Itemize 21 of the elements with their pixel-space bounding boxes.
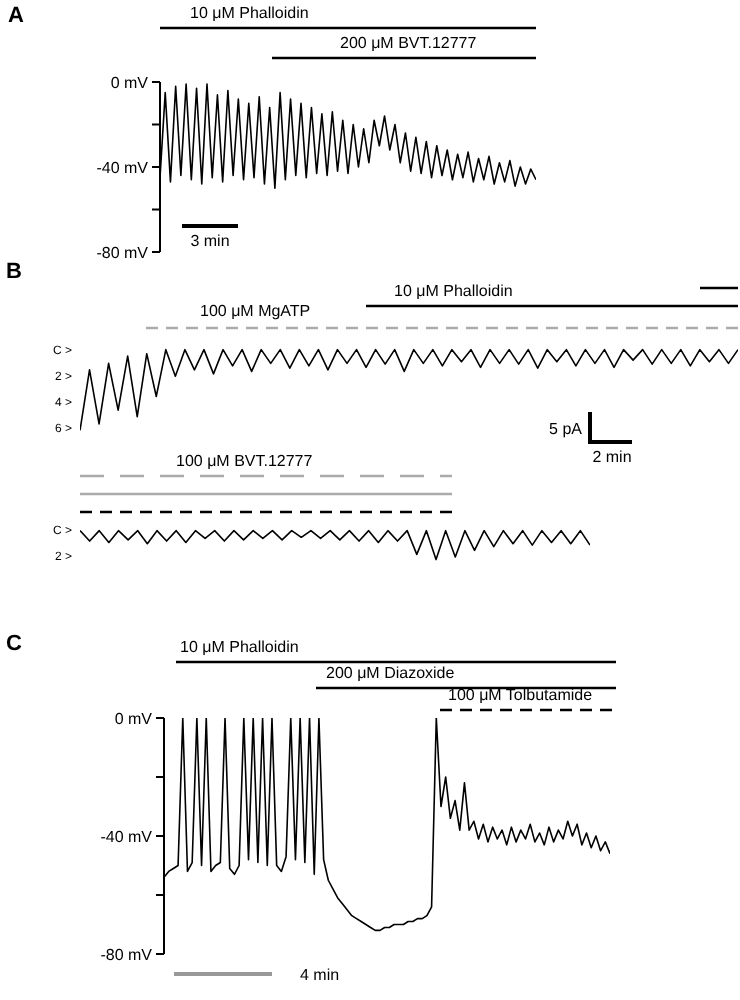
y-tick-label: -80 mV bbox=[100, 945, 154, 964]
annotation: 5 pA bbox=[549, 420, 584, 438]
y-tick-label: 0 mV bbox=[110, 73, 150, 92]
chart-title: C bbox=[6, 632, 22, 656]
chart-title: B bbox=[6, 260, 22, 284]
text: 10 μM Phalloidin bbox=[180, 638, 299, 656]
y-tick-label: 0 mV bbox=[114, 709, 154, 728]
text: 200 μM BVT.12777 bbox=[340, 34, 478, 52]
y-tick-label: -40 mV bbox=[100, 827, 154, 846]
y-tick-label: -40 mV bbox=[96, 158, 150, 177]
chart-title: A bbox=[8, 4, 24, 28]
text: 2 min bbox=[592, 448, 632, 466]
text: 100 μM MgATP bbox=[200, 302, 311, 320]
text: 100 μM Tolbutamide bbox=[448, 686, 594, 704]
text: 100 μM BVT.12777 bbox=[176, 452, 314, 470]
text: 4 min bbox=[300, 966, 340, 984]
annotation: 3 min bbox=[190, 232, 230, 250]
text: 200 μM Diazoxide bbox=[326, 664, 456, 682]
y-tick-label: -80 mV bbox=[96, 243, 150, 262]
text: 10 μM Phalloidin bbox=[394, 282, 513, 300]
text: 10 μM Phalloidin bbox=[190, 4, 309, 22]
